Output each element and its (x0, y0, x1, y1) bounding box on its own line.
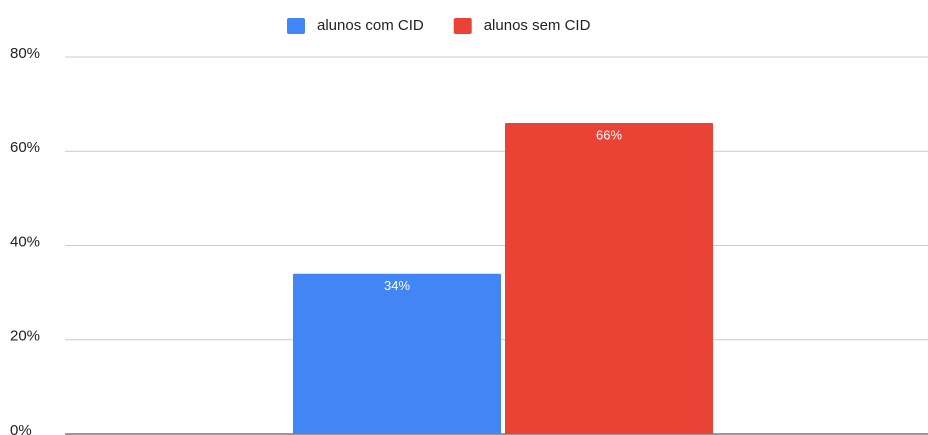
bar (505, 122, 713, 434)
legend-label: alunos com CID (317, 17, 424, 34)
y-tick-label: 20% (10, 328, 40, 345)
y-tick-label: 60% (10, 139, 40, 156)
legend-label: alunos sem CID (484, 17, 591, 34)
y-tick-label: 0% (10, 422, 32, 435)
y-tick-label: 40% (10, 233, 40, 250)
legend-swatch (287, 18, 305, 34)
bar (293, 273, 501, 434)
value-label: 66% (596, 127, 622, 142)
value-label: 34% (384, 278, 410, 293)
y-tick-label: 80% (10, 45, 40, 62)
legend-swatch (453, 18, 472, 34)
